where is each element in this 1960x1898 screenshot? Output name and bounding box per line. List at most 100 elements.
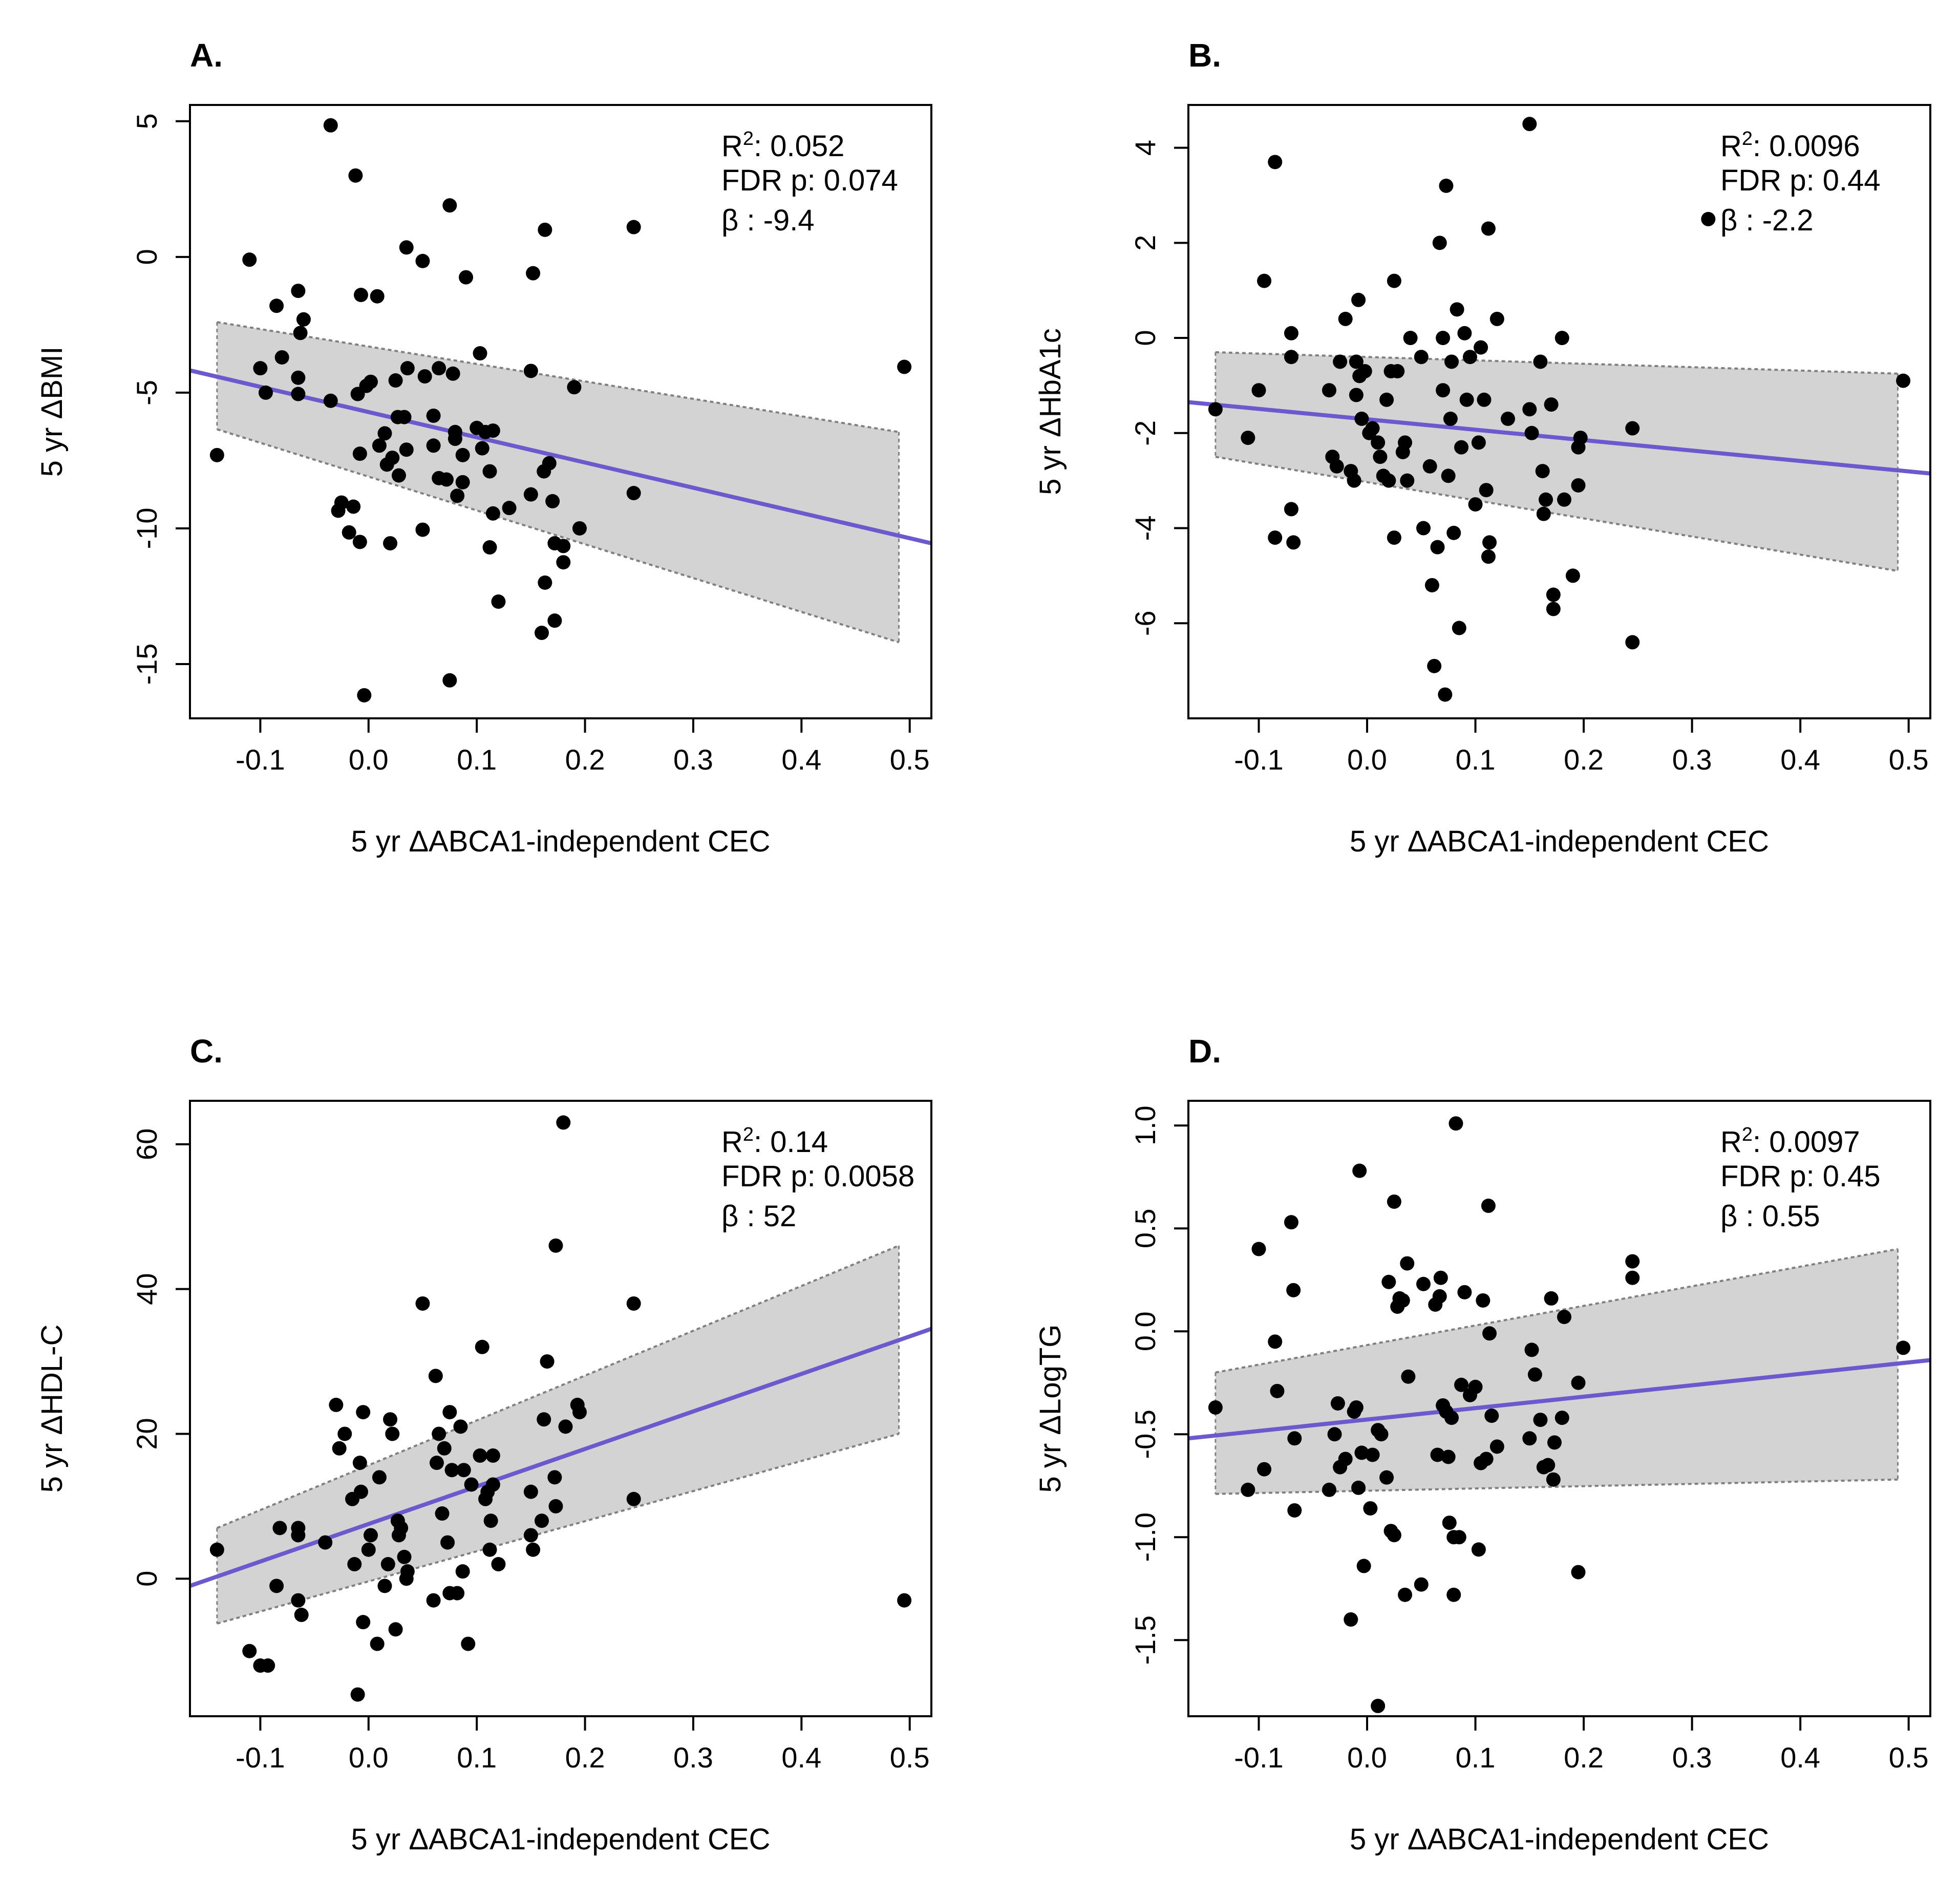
data-point [1533, 1413, 1548, 1427]
x-tick-label: 0.2 [1564, 743, 1604, 776]
data-point [432, 1426, 446, 1441]
data-point [1459, 392, 1474, 407]
data-point [348, 168, 363, 183]
data-point [556, 555, 571, 570]
data-point [1395, 1293, 1410, 1308]
data-point [1414, 350, 1429, 365]
data-point [388, 1622, 403, 1637]
x-tick-label: -0.1 [1234, 743, 1284, 776]
data-point [1436, 331, 1451, 346]
y-tick-label: 0 [131, 249, 163, 265]
data-point [1571, 1375, 1586, 1390]
y-tick-label: -15 [131, 644, 163, 685]
data-point [442, 1405, 457, 1420]
data-point [445, 366, 460, 381]
data-point [1522, 1431, 1537, 1446]
data-point [1546, 1472, 1561, 1487]
y-tick-label: 4 [1129, 140, 1161, 156]
data-point [1450, 302, 1464, 317]
y-tick-label: -1.0 [1129, 1512, 1161, 1562]
data-point [444, 1463, 459, 1478]
data-point [1482, 535, 1497, 550]
y-tick-label: 20 [131, 1418, 163, 1449]
data-point [1286, 1283, 1301, 1297]
data-point [209, 447, 224, 462]
y-tick-label: 0.0 [1129, 1311, 1161, 1351]
panel-c: C. -0.1 0.0 0.1 0.2 0.3 0.4 0.5 60 40 20 0 5 yr ΔABC… [35, 1033, 932, 1856]
data-point [329, 1397, 344, 1412]
data-point [370, 289, 385, 304]
data-point [437, 1441, 452, 1456]
data-point [353, 1484, 368, 1499]
fdr-p-stat: FDR p: 0.45 [1720, 1160, 1881, 1193]
data-point [1625, 1270, 1640, 1285]
data-point [1896, 373, 1911, 388]
data-point [482, 1542, 497, 1557]
data-point [1457, 1285, 1472, 1299]
data-point [1208, 402, 1223, 417]
y-axis-title: 5 yr ΔHbA1c [1034, 328, 1067, 495]
data-point [364, 1528, 378, 1543]
plot-frame [1187, 1100, 1931, 1717]
data-point [1330, 1396, 1345, 1411]
data-point [448, 424, 462, 439]
data-point [1374, 1427, 1389, 1442]
data-point [1430, 1447, 1445, 1462]
data-point [482, 540, 497, 555]
r-squared-superscript: 2 [1742, 128, 1753, 150]
data-point [291, 1521, 306, 1536]
data-point [337, 1426, 352, 1441]
data-point [523, 487, 538, 502]
x-tick-label: 0.3 [1672, 1741, 1712, 1774]
data-point [380, 1557, 395, 1572]
data-point [473, 346, 487, 361]
data-point [391, 468, 406, 483]
data-point [426, 408, 441, 423]
data-point [1522, 117, 1537, 132]
data-point [429, 1456, 444, 1470]
data-point [1268, 530, 1283, 545]
r-squared-label: R [721, 130, 743, 163]
data-point [491, 594, 506, 609]
data-point [364, 374, 378, 389]
data-point [439, 472, 454, 487]
confidence-band-lower [1215, 456, 1898, 572]
data-point [332, 1441, 347, 1456]
data-point [269, 1579, 284, 1593]
data-point [1349, 388, 1364, 402]
data-point [1454, 1377, 1469, 1392]
data-point [526, 1542, 541, 1557]
data-point [342, 525, 356, 540]
data-point [558, 1419, 573, 1434]
x-tick-label: 0.0 [1347, 1741, 1387, 1774]
data-point [548, 1499, 563, 1513]
x-tick-label: 0.3 [673, 743, 713, 776]
x-tick-label: 0.2 [1564, 1741, 1604, 1774]
data-point [352, 535, 367, 549]
confidence-band [217, 322, 899, 643]
data-point [1354, 411, 1369, 426]
data-point [397, 1549, 412, 1564]
data-point [1468, 1379, 1483, 1394]
data-point [377, 1579, 392, 1593]
x-tick-label: 0.3 [1672, 743, 1712, 776]
confidence-band [1215, 1249, 1898, 1494]
data-point [1554, 1411, 1569, 1425]
data-point [572, 1405, 587, 1420]
data-point [1452, 621, 1466, 635]
data-point [502, 501, 517, 516]
data-point [442, 198, 457, 213]
data-point [296, 312, 311, 327]
data-point [353, 288, 368, 303]
data-point [242, 1644, 257, 1658]
data-point [455, 1564, 470, 1579]
data-point [567, 380, 582, 395]
data-point [1344, 1612, 1358, 1627]
beta-stat: β : -9.4 [721, 204, 815, 237]
data-point [269, 298, 284, 313]
data-point [399, 442, 414, 457]
r-squared-superscript: 2 [1742, 1124, 1753, 1145]
data-point [897, 1593, 912, 1608]
data-point [291, 1593, 306, 1608]
x-tick-label: -0.1 [236, 743, 285, 776]
